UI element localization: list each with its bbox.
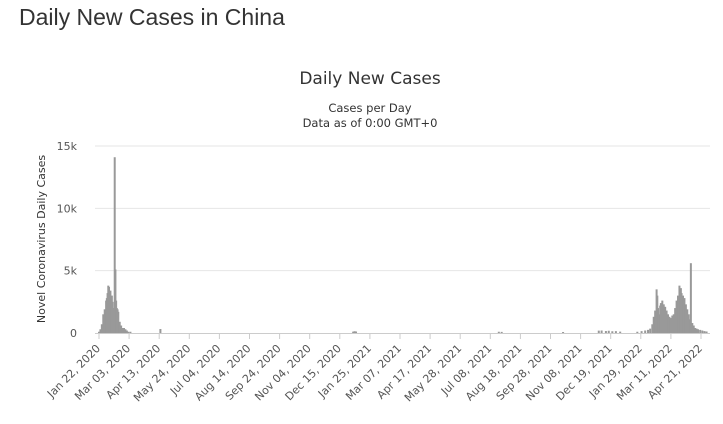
bar	[705, 331, 708, 333]
bar	[600, 330, 603, 333]
bar	[113, 157, 116, 333]
chart-subtitle-line-1: Cases per Day	[328, 101, 411, 115]
bar	[98, 331, 100, 333]
bar	[699, 329, 702, 333]
bar	[644, 330, 647, 333]
bar	[687, 314, 690, 333]
bar	[352, 331, 355, 333]
bar	[665, 310, 668, 333]
bar	[640, 331, 643, 333]
bar	[694, 328, 697, 333]
bar	[604, 331, 607, 333]
y-axis-ticks: 0 5k 10k 15k	[57, 140, 78, 340]
bar	[117, 311, 120, 333]
bar	[669, 318, 672, 333]
bar	[661, 300, 664, 333]
bar	[677, 295, 680, 333]
y-tick-label: 10k	[57, 202, 78, 215]
bar	[651, 324, 654, 333]
bar	[672, 314, 675, 333]
bar	[124, 329, 127, 333]
bar	[664, 306, 667, 333]
bar	[99, 329, 102, 333]
bar	[662, 304, 665, 333]
bar	[497, 331, 500, 333]
y-tick-label: 15k	[57, 140, 78, 153]
bar	[697, 329, 699, 333]
bar	[695, 328, 698, 333]
bar	[103, 309, 106, 333]
chart-title: Daily New Cases	[299, 69, 441, 89]
bar	[597, 330, 600, 333]
bar	[647, 329, 650, 333]
y-tick-label: 0	[70, 327, 77, 340]
bar	[671, 315, 674, 333]
bar	[159, 329, 162, 333]
bar	[674, 308, 677, 333]
bar	[691, 323, 694, 333]
bar	[355, 331, 358, 333]
bar	[120, 325, 123, 333]
bar	[562, 332, 565, 333]
bar	[500, 331, 503, 333]
gridlines	[95, 145, 710, 272]
bar	[129, 331, 132, 333]
bar	[614, 331, 617, 333]
bar	[692, 325, 695, 333]
bar	[121, 328, 124, 333]
bar	[680, 293, 683, 333]
bar	[684, 304, 687, 333]
bar	[689, 263, 692, 333]
bar	[607, 330, 610, 333]
bar	[102, 314, 105, 333]
y-axis-label: Novel Coronavirus Daily Cases	[35, 155, 48, 323]
bar	[659, 303, 662, 333]
bar	[118, 321, 121, 333]
bar	[675, 300, 678, 333]
bar	[649, 328, 652, 333]
bar	[353, 331, 356, 333]
bar	[125, 330, 128, 333]
bar	[127, 331, 130, 333]
bar	[611, 331, 614, 333]
bar	[654, 310, 657, 333]
bar	[686, 309, 689, 333]
bar	[682, 295, 685, 333]
bar	[668, 316, 671, 333]
bar	[703, 331, 706, 333]
bar	[657, 314, 660, 333]
bar	[678, 285, 681, 333]
bar	[122, 328, 125, 333]
bar-series	[98, 157, 708, 333]
bar	[667, 314, 670, 333]
bar	[636, 331, 639, 333]
bar	[701, 330, 704, 333]
bar	[683, 298, 686, 333]
bar	[619, 331, 622, 333]
chart-subtitle-line-2: Data as of 0:00 GMT+0	[303, 116, 438, 130]
y-tick-label: 5k	[64, 265, 78, 278]
bar	[100, 324, 103, 333]
page-heading: Daily New Cases in China	[19, 4, 285, 30]
bar	[652, 316, 655, 333]
